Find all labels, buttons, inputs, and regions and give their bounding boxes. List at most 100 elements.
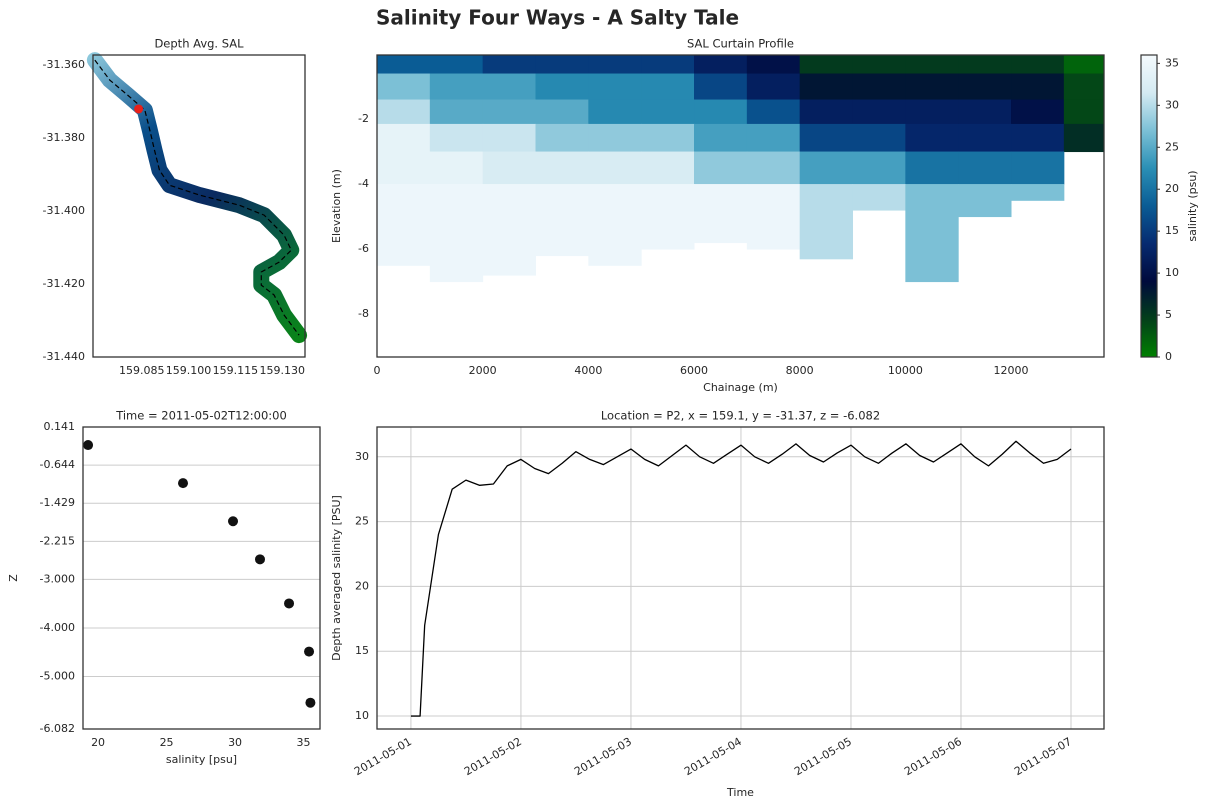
y-tick-label: -1.429 <box>40 496 75 509</box>
curtain-cell <box>588 73 642 101</box>
x-tick-label: 25 <box>160 736 174 749</box>
curtain-cell <box>377 151 431 185</box>
curtain-cell <box>852 55 906 75</box>
curtain-cell <box>535 99 589 125</box>
location-point <box>134 104 144 114</box>
curtain-cell <box>641 184 695 250</box>
colorbar-tick-label: 10 <box>1165 266 1179 279</box>
curtain-cell <box>852 73 906 101</box>
x-tick-label: 2000 <box>469 364 497 377</box>
curtain-cell <box>588 123 642 153</box>
curtain-cell <box>799 55 854 75</box>
curtain-cell <box>905 99 959 125</box>
y-tick-label: 15 <box>355 644 369 657</box>
x-tick-label: 159.115 <box>213 364 259 377</box>
curtain-cell <box>1063 123 1105 153</box>
curtain-cell <box>746 99 801 125</box>
curtain-cell <box>958 123 1012 153</box>
scatter-point <box>304 646 315 657</box>
curtain-cell <box>377 184 431 266</box>
x-tick-label: 10000 <box>888 364 923 377</box>
river <box>86 52 308 344</box>
curtain-cell <box>694 99 748 125</box>
y-tick-label: -2.215 <box>40 534 75 547</box>
y-tick-label: -6 <box>358 242 369 255</box>
colorbar-tick-label: 35 <box>1165 56 1179 69</box>
scatter-point <box>178 478 189 489</box>
curtain-cell <box>852 99 906 125</box>
colorbar-label: salinity (psu) <box>1186 170 1199 241</box>
curtain-cell <box>958 55 1012 75</box>
y-tick-label: -0.644 <box>40 458 75 471</box>
curtain-cell <box>588 151 642 185</box>
curtain-cell <box>641 151 695 185</box>
curtain-cell <box>958 151 1012 185</box>
curtain-cell <box>746 151 801 185</box>
y-tick-label: 0.141 <box>44 420 76 433</box>
curtain-cell <box>1011 99 1065 125</box>
x-tick-label: 0 <box>374 364 381 377</box>
curtain-cell <box>1011 151 1065 185</box>
axes-title: Time = 2011-05-02T12:00:00 <box>115 409 287 423</box>
line-series <box>410 440 1072 717</box>
x-tick-label: 2011-05-07 <box>1012 735 1074 778</box>
curtain-cell <box>482 99 537 125</box>
x-tick-label: 35 <box>297 736 311 749</box>
x-axis-label: salinity [psu] <box>166 753 237 766</box>
scatter-point <box>83 440 94 451</box>
curtain-cell <box>799 73 854 101</box>
curtain-cell <box>641 99 695 125</box>
y-tick-label: -8 <box>358 307 369 320</box>
curtain-cell <box>641 55 695 75</box>
curtain-cell <box>905 73 959 101</box>
x-tick-label: 2011-05-06 <box>902 735 964 778</box>
y-tick-label: -4.000 <box>40 621 75 634</box>
curtain-cell <box>1063 99 1105 125</box>
x-tick-label: 2011-05-04 <box>682 735 744 778</box>
curtain-cell <box>482 55 537 75</box>
colorbar-tick-label: 15 <box>1165 224 1179 237</box>
curtain-cell <box>958 99 1012 125</box>
curtain-cell <box>746 184 801 250</box>
y-tick-label: 30 <box>355 450 369 463</box>
curtain-cell <box>746 73 801 101</box>
curtain-cell <box>1011 73 1065 101</box>
track-line <box>94 59 300 336</box>
curtain-cell <box>905 55 959 75</box>
x-tick-label: 159.085 <box>119 364 165 377</box>
curtain-cell <box>1063 55 1105 75</box>
scatter-point <box>305 697 316 708</box>
figure-title: Salinity Four Ways - A Salty Tale <box>376 6 739 30</box>
x-tick-label: 8000 <box>786 364 814 377</box>
y-tick-label: -6.082 <box>40 722 75 735</box>
curtain-cell <box>905 151 959 185</box>
curtain-cell <box>377 73 431 101</box>
curtain-cell <box>588 55 642 75</box>
y-tick-label: -31.400 <box>43 204 85 217</box>
y-tick-label: -2 <box>358 112 369 125</box>
colorbar-tick-label: 20 <box>1165 182 1179 195</box>
curtain-cell <box>852 184 906 211</box>
curtain-cell <box>641 123 695 153</box>
axes-title: SAL Curtain Profile <box>687 37 794 51</box>
x-tick-label: 4000 <box>574 364 602 377</box>
curtain-cell <box>746 55 801 75</box>
y-tick-label: -4 <box>358 177 369 190</box>
colorbar-tick-label: 0 <box>1165 350 1172 363</box>
axes-title: Location = P2, x = 159.1, y = -31.37, z … <box>601 409 880 423</box>
colorbar-tick-label: 25 <box>1165 140 1179 153</box>
x-tick-label: 20 <box>91 736 105 749</box>
curtain-cell <box>429 184 484 283</box>
curtain-cell <box>1011 123 1065 153</box>
curtain-cell <box>694 184 748 244</box>
y-tick-label: 25 <box>355 515 369 528</box>
axes-frame <box>92 54 306 358</box>
curtain-cell <box>429 55 484 75</box>
curtain-cell <box>958 73 1012 101</box>
curtain-cell <box>799 99 854 125</box>
y-tick-label: -31.440 <box>43 350 85 363</box>
axes-frame <box>376 54 1105 358</box>
curtain-cell <box>694 151 748 185</box>
axes-title: Depth Avg. SAL <box>154 37 244 51</box>
